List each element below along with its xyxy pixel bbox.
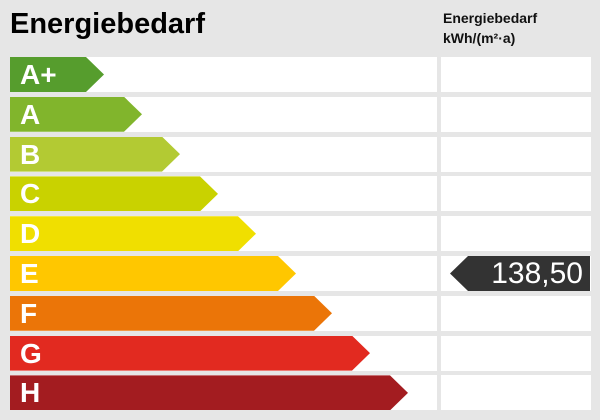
energy-class-arrow: A [10, 97, 142, 132]
energy-class-row: C [0, 176, 600, 212]
value-cell [441, 96, 591, 132]
energy-class-row: A [0, 96, 600, 132]
energy-class-row: A+ [0, 57, 600, 92]
value-cell [441, 57, 591, 92]
energy-class-row: B [0, 136, 600, 172]
energy-class-arrow: E [10, 256, 296, 291]
energy-class-label: G [20, 337, 42, 369]
unit-header-line2: kWh/(m²·a) [443, 30, 516, 46]
energy-class-label: A [20, 98, 41, 130]
energy-class-label: B [20, 138, 41, 170]
energy-class-arrow: A+ [10, 57, 104, 92]
value-indicator-text: 138,50 [491, 257, 583, 290]
energy-class-row: H [0, 375, 600, 411]
unit-header: Energiebedarf kWh/(m²·a) [443, 8, 537, 48]
energy-class-arrow: G [10, 336, 370, 371]
value-cell [441, 295, 591, 331]
energy-class-arrow: F [10, 296, 332, 331]
energy-class-arrow: B [10, 137, 180, 172]
energy-class-label: E [20, 258, 39, 289]
energy-class-row: G [0, 335, 600, 371]
energy-class-arrow: H [10, 375, 408, 410]
page-title: Energiebedarf [10, 8, 205, 40]
value-cell [441, 136, 591, 172]
energy-class-row: F [0, 295, 600, 331]
unit-header-line1: Energiebedarf [443, 10, 538, 26]
energy-class-arrow: D [10, 216, 256, 251]
energy-class-arrow: C [10, 176, 218, 211]
energy-class-label: F [20, 297, 38, 329]
energy-class-label: H [20, 377, 41, 409]
energy-class-label: C [20, 178, 41, 210]
energy-class-label: D [20, 218, 41, 250]
energy-class-label: A+ [20, 59, 57, 90]
value-cell [441, 335, 591, 371]
value-indicator-flag: 138,50 [450, 256, 590, 291]
value-cell [441, 216, 591, 252]
value-cell [441, 176, 591, 212]
energy-class-row: D [0, 216, 600, 252]
value-cell [441, 375, 591, 411]
